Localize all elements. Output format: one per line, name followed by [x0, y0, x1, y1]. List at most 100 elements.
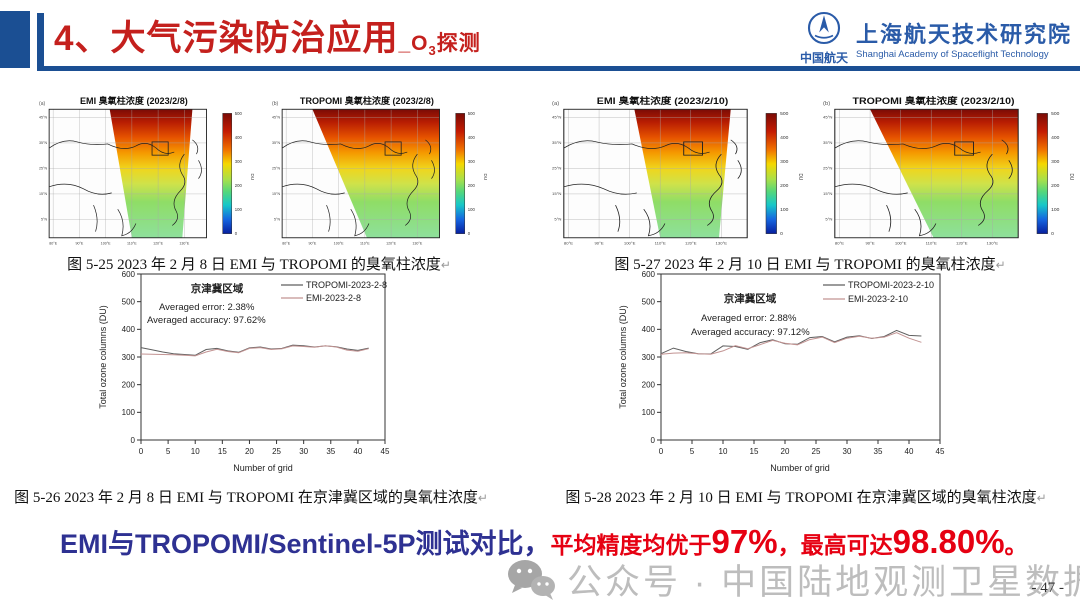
- tick-label: 200: [468, 183, 476, 188]
- tick-label: 35°N: [552, 140, 562, 145]
- tick-label: 130°E: [412, 241, 422, 245]
- tick-label: 100°E: [101, 241, 111, 245]
- accuracy-text: Averaged accuracy: 97.12%: [691, 327, 810, 338]
- tick-label: 400: [235, 135, 243, 140]
- map-plot: 80°E 90°E 100°E 110°E 120°E 130°E 45°N 35°N 25°…: [272, 108, 440, 245]
- colorbar-unit: DU: [797, 174, 803, 181]
- map-coastlines: [563, 139, 742, 237]
- lon-tick-labels: 80°E 90°E 100°E 110°E 120°E 130°E: [282, 241, 423, 245]
- header-accent-bar: [37, 13, 44, 68]
- return-mark: ↵: [995, 258, 1006, 272]
- tick-label: 110°E: [655, 241, 667, 246]
- tick-label: 10: [719, 447, 728, 456]
- colorbar-unit: DU: [483, 174, 488, 181]
- summary-red-mid: ，最高可达: [777, 532, 893, 558]
- tick-label: 500: [1051, 111, 1060, 116]
- error-text: Averaged error: 2.88%: [701, 313, 797, 324]
- colorbar-tick-labels: 500 400 300 200 100 0: [468, 111, 476, 236]
- legend-label-tropomi: TROPOMI-2023-2-8: [306, 280, 387, 290]
- caption-fig-5-27: 图 5-27 2023 年 2 月 10 日 EMI 与 TROPOMI 的臭氧…: [614, 257, 1006, 273]
- tick-label: 45: [381, 447, 390, 456]
- tick-label: 45°N: [823, 115, 833, 120]
- tick-label: 100°E: [334, 241, 344, 245]
- error-text: Averaged error: 2.38%: [159, 302, 255, 313]
- summary-line: EMI与TROPOMI/Sentinel-5P测试对比，平均精度均优于97%，最…: [60, 522, 1028, 561]
- legend-label-tropomi: TROPOMI-2023-2-10: [848, 280, 934, 290]
- map-corner-label: (a): [39, 101, 45, 107]
- tick-label: 500: [235, 111, 243, 116]
- tick-label: 0: [780, 232, 783, 237]
- series-lines: [660, 329, 922, 355]
- tick-label: 15: [218, 447, 227, 456]
- tick-label: 20: [781, 447, 790, 456]
- tick-label: 80°E: [564, 241, 574, 246]
- map-title: TROPOMI 臭氧柱浓度 (2023/2/8): [300, 95, 434, 106]
- tick-label: 110°E: [360, 241, 370, 245]
- lat-tick-labels: 45°N 35°N 25°N 15°N 5°N: [272, 115, 280, 221]
- tick-label: 0: [651, 436, 656, 445]
- tick-label: 120°E: [955, 241, 967, 246]
- page-title: 4、大气污染防治应用_O3探测: [54, 10, 481, 61]
- legend-label-emi: EMI-2023-2-8: [306, 293, 361, 303]
- tick-label: 90°E: [865, 241, 875, 246]
- tick-label: 600: [642, 270, 656, 279]
- tick-label: 300: [122, 353, 136, 362]
- tick-label: 5: [690, 447, 695, 456]
- satellite-swath: [312, 109, 440, 238]
- summary-period: 。: [1004, 532, 1028, 558]
- x-axis-label: Number of grid: [770, 463, 830, 473]
- tick-label: 80°E: [49, 241, 57, 245]
- tick-label: 400: [468, 135, 476, 140]
- tick-label: 100: [235, 207, 243, 212]
- tick-label: 5°N: [274, 217, 280, 221]
- lat-tick-labels: 45°N 35°N 25°N 15°N 5°N: [39, 115, 47, 221]
- header-accent-square: [0, 11, 30, 68]
- region-box: [683, 141, 703, 156]
- return-mark: ↵: [477, 491, 488, 505]
- map-grid: [282, 109, 440, 238]
- map-coastlines: [49, 139, 202, 237]
- return-mark: ↵: [440, 258, 451, 272]
- tick-label: 120°E: [386, 241, 396, 245]
- return-mark: ↵: [1036, 491, 1047, 505]
- tick-label: 40: [905, 447, 914, 456]
- caption-fig-5-28: 图 5-28 2023 年 2 月 10 日 EMI 与 TROPOMI 在京津…: [565, 490, 1047, 506]
- x-axis-label: Number of grid: [233, 463, 293, 473]
- tick-label: 400: [122, 325, 136, 334]
- maps-row-feb10: (a) EMI 臭氧柱浓度 (2023/2/10): [545, 95, 1080, 250]
- tick-label: 15°N: [823, 191, 833, 196]
- watermark: 公众号 · 中国陆地观测卫星数据中心: [505, 554, 1080, 605]
- map-title: TROPOMI 臭氧柱浓度 (2023/2/10): [852, 95, 1014, 107]
- map-figure: (b) TROPOMI 臭氧柱浓度 (2023/2/10): [816, 95, 1080, 250]
- maps-row-feb8: (a) EMI 臭氧柱浓度 (2023/2/8): [33, 95, 493, 250]
- tick-label: 300: [468, 159, 476, 164]
- tick-label: 600: [122, 270, 136, 279]
- caption-fig-5-26: 图 5-26 2023 年 2 月 8 日 EMI 与 TROPOMI 在京津冀…: [14, 490, 488, 506]
- tick-label: 100°E: [894, 241, 906, 246]
- axis-ticks: 0 100 200 300 400 500 600 0 5 10 15 20 25 30 35 40 45: [122, 270, 390, 456]
- casc-logo-label: 中国航天: [800, 51, 849, 65]
- tick-label: 400: [1051, 135, 1060, 140]
- map-figure: (a) EMI 臭氧柱浓度 (2023/2/8): [33, 95, 260, 250]
- tick-label: 25°N: [552, 166, 562, 171]
- chart-legend: TROPOMI-2023-2-8 EMI-2023-2-8: [281, 280, 387, 303]
- tick-label: 5: [166, 447, 171, 456]
- y-axis-label: Total ozone columns (DU): [98, 305, 108, 409]
- lon-tick-labels: 80°E 90°E 100°E 110°E 120°E 130°E: [49, 241, 190, 245]
- colorbar: 500 400 300 200 100 0 DU: [1036, 111, 1074, 236]
- tick-label: 15: [750, 447, 759, 456]
- region-box: [953, 141, 974, 156]
- org-logo: 中国航天 上海航天技术研究院 Shanghai Academy of Space…: [800, 10, 1072, 66]
- colorbar: 500 400 300 200 100 0 DU: [455, 111, 488, 236]
- tick-label: 100: [122, 408, 136, 417]
- tick-label: 15°N: [39, 192, 47, 196]
- tick-label: 45°N: [39, 115, 47, 119]
- map-title: EMI 臭氧柱浓度 (2023/2/10): [597, 95, 729, 107]
- tick-label: 5°N: [41, 217, 47, 221]
- tick-label: 100: [468, 207, 476, 212]
- tick-label: 30: [299, 447, 308, 456]
- region-label: 京津冀区域: [724, 292, 777, 305]
- tick-label: 200: [642, 380, 656, 389]
- tick-label: 5°N: [554, 217, 561, 222]
